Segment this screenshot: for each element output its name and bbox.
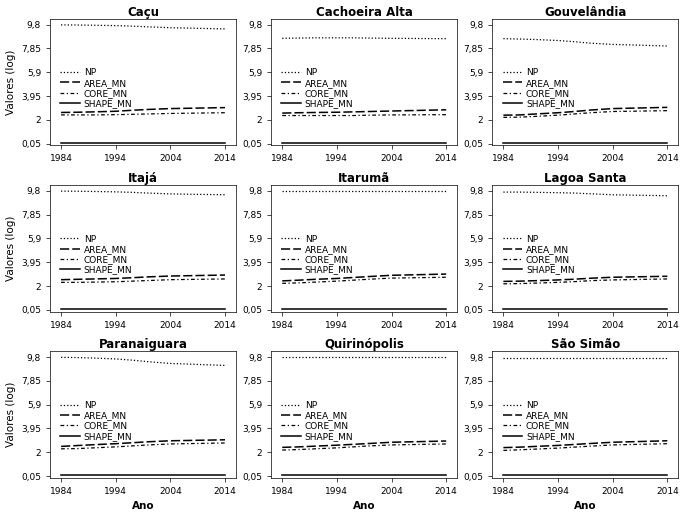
Title: Gouvelândia: Gouvelândia [544, 6, 626, 19]
Legend: NP, AREA_MN, CORE_MN, SHAPE_MN: NP, AREA_MN, CORE_MN, SHAPE_MN [58, 67, 134, 110]
Legend: NP, AREA_MN, CORE_MN, SHAPE_MN: NP, AREA_MN, CORE_MN, SHAPE_MN [501, 233, 576, 277]
Legend: NP, AREA_MN, CORE_MN, SHAPE_MN: NP, AREA_MN, CORE_MN, SHAPE_MN [501, 67, 576, 110]
Legend: NP, AREA_MN, CORE_MN, SHAPE_MN: NP, AREA_MN, CORE_MN, SHAPE_MN [58, 399, 134, 443]
X-axis label: Ano: Ano [574, 501, 597, 511]
Legend: NP, AREA_MN, CORE_MN, SHAPE_MN: NP, AREA_MN, CORE_MN, SHAPE_MN [501, 399, 576, 443]
Title: Itarumã: Itarumã [338, 172, 390, 185]
X-axis label: Ano: Ano [353, 501, 375, 511]
Legend: NP, AREA_MN, CORE_MN, SHAPE_MN: NP, AREA_MN, CORE_MN, SHAPE_MN [58, 233, 134, 277]
Y-axis label: Valores (log): Valores (log) [5, 49, 16, 115]
Title: Paranaiguara: Paranaiguara [99, 338, 187, 351]
Legend: NP, AREA_MN, CORE_MN, SHAPE_MN: NP, AREA_MN, CORE_MN, SHAPE_MN [279, 399, 355, 443]
Title: Quirinópolis: Quirinópolis [324, 338, 404, 351]
Legend: NP, AREA_MN, CORE_MN, SHAPE_MN: NP, AREA_MN, CORE_MN, SHAPE_MN [279, 233, 355, 277]
Title: Caçu: Caçu [127, 6, 159, 19]
X-axis label: Ano: Ano [132, 501, 154, 511]
Title: Cachoeira Alta: Cachoeira Alta [316, 6, 413, 19]
Legend: NP, AREA_MN, CORE_MN, SHAPE_MN: NP, AREA_MN, CORE_MN, SHAPE_MN [279, 67, 355, 110]
Title: São Simão: São Simão [551, 338, 620, 351]
Y-axis label: Valores (log): Valores (log) [5, 216, 16, 281]
Y-axis label: Valores (log): Valores (log) [5, 382, 16, 447]
Title: Lagoa Santa: Lagoa Santa [544, 172, 626, 185]
Title: Itajá: Itajá [128, 172, 158, 185]
